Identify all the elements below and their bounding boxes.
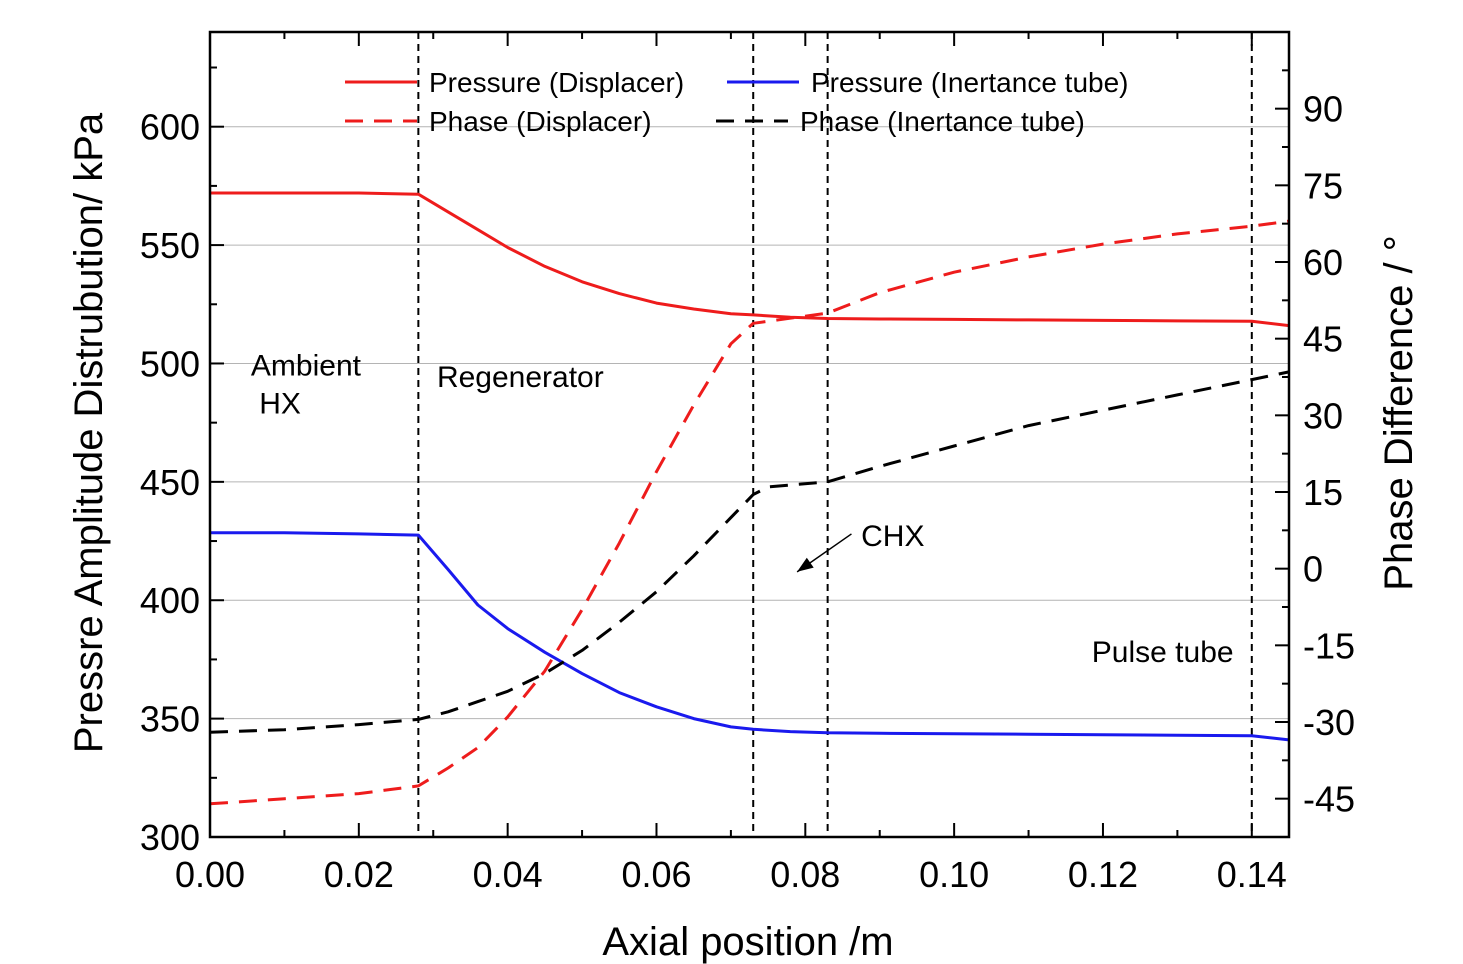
legend: Pressure (Displacer) Pressure (Inertance … xyxy=(345,67,1129,137)
annotation-chx: CHX xyxy=(861,520,924,553)
y-right-tick-label-9: 90 xyxy=(1303,89,1343,130)
y-right-tick-label-1: -30 xyxy=(1303,702,1355,743)
y-right-tick-label-0: -45 xyxy=(1303,779,1355,820)
annotation-ambient-hx: Ambient HX xyxy=(251,349,362,420)
y-left-tick-label-1: 350 xyxy=(140,699,200,740)
annotation-regenerator: Regenerator xyxy=(437,361,604,394)
y-right-tick-label-3: 0 xyxy=(1303,549,1323,590)
annotation-pulse-tube-line-0: Pulse tube xyxy=(1092,636,1234,669)
annotation-chx-line-0: CHX xyxy=(861,520,924,553)
annotation-ambient-hx-line-0: Ambient xyxy=(251,349,362,382)
legend-label-3: Phase (Inertance tube) xyxy=(800,106,1085,137)
y-right-tick-label-7: 60 xyxy=(1303,242,1343,283)
legend-label-0: Pressure (Displacer) xyxy=(429,67,684,98)
x-tick-label-0: 0.00 xyxy=(175,854,245,895)
annotation-pulse-tube: Pulse tube xyxy=(1092,636,1234,669)
x-tick-label-4: 0.08 xyxy=(770,854,840,895)
y-left-tick-label-5: 550 xyxy=(140,225,200,266)
x-tick-label-6: 0.12 xyxy=(1068,854,1138,895)
x-tick-label-7: 0.14 xyxy=(1217,854,1287,895)
x-tick-label-5: 0.10 xyxy=(919,854,989,895)
series-line-3 xyxy=(209,370,1290,734)
region-annotations: Ambient HX Regenerator CHX Pulse tube xyxy=(251,349,1234,668)
annotation-chx-arrow-head xyxy=(797,557,814,572)
plot-frame xyxy=(208,30,1291,839)
right-y-axis-title: Phase Difference / ° xyxy=(1377,235,1421,590)
y-left-tick-label-6: 600 xyxy=(140,107,200,148)
x-tick-label-2: 0.04 xyxy=(473,854,543,895)
y-left-tick-label-4: 500 xyxy=(140,343,200,384)
series-line-2 xyxy=(209,219,1290,806)
series-line-1 xyxy=(210,531,1290,742)
series-line-0 xyxy=(210,191,1290,328)
x-axis-title: Axial position /m xyxy=(602,920,893,964)
region-boundary-lines xyxy=(417,32,1253,837)
annotation-ambient-hx-line-1: HX xyxy=(251,387,301,420)
legend-label-1: Pressure (Inertance tube) xyxy=(811,67,1129,98)
grid-lines xyxy=(210,126,1289,720)
y-left-tick-label-0: 300 xyxy=(140,817,200,858)
axes: 0.00 0.02 0.04 0.06 0.08 0.10 0.12 0.1430035040… xyxy=(140,30,1355,895)
y-right-tick-label-5: 30 xyxy=(1303,395,1343,436)
x-tick-label-3: 0.06 xyxy=(621,854,691,895)
y-right-tick-label-4: 15 xyxy=(1303,472,1343,513)
y-right-tick-label-2: -15 xyxy=(1303,625,1355,666)
left-y-axis-title: Pressre Amplitude Distrubution/ kPa xyxy=(67,112,111,753)
data-series xyxy=(209,191,1290,806)
y-left-tick-label-2: 400 xyxy=(140,580,200,621)
y-right-tick-label-8: 75 xyxy=(1303,165,1343,206)
x-tick-label-1: 0.02 xyxy=(324,854,394,895)
y-left-tick-label-3: 450 xyxy=(140,462,200,503)
y-right-tick-label-6: 45 xyxy=(1303,319,1343,360)
annotation-regenerator-line-0: Regenerator xyxy=(437,361,604,394)
legend-label-2: Phase (Displacer) xyxy=(429,106,652,137)
